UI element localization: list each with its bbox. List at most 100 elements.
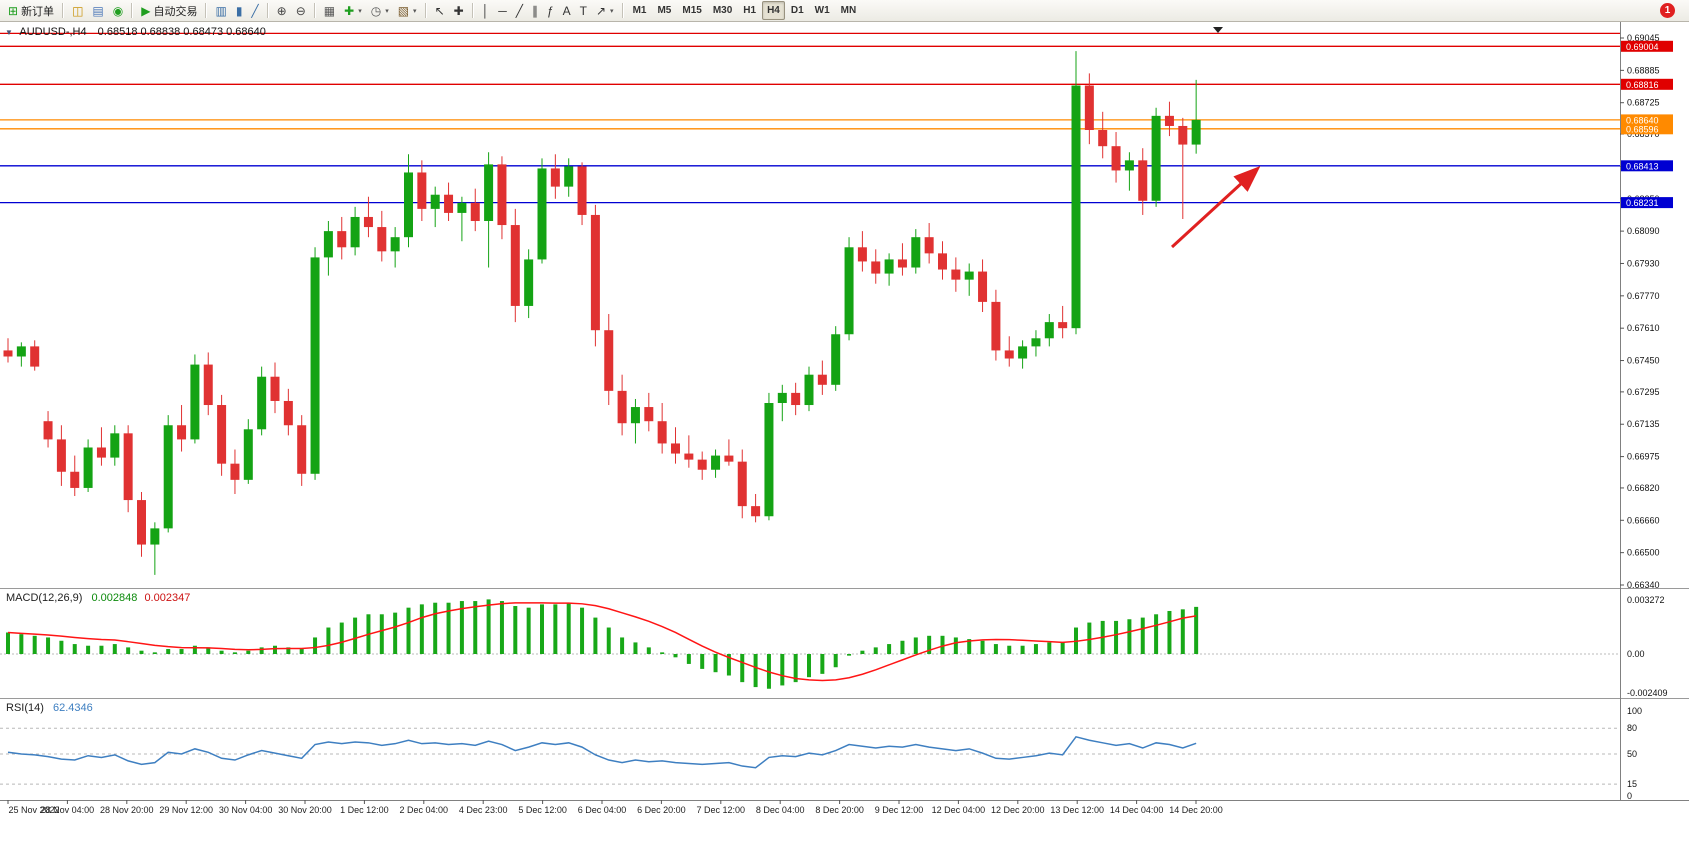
price-tick-label: 0.66975 — [1627, 452, 1660, 462]
timeframe-m1-button[interactable]: M1 — [628, 1, 652, 20]
chart-window: 0.690450.688850.687250.685700.684100.682… — [0, 22, 1689, 861]
fibonacci-icon: ƒ — [546, 3, 554, 18]
candlestick-chart-button[interactable]: ▮ — [232, 1, 247, 20]
profiles-icon: ▤ — [92, 3, 104, 18]
zoom-out-button[interactable]: ⊖ — [292, 1, 310, 20]
time-axis-label: 13 Dec 12:00 — [1050, 805, 1104, 815]
price-tick-label: 0.66660 — [1627, 515, 1660, 525]
ohlc-values: 0.68518 0.68838 0.68473 0.68640 — [97, 26, 266, 38]
candle — [831, 326, 841, 391]
new-order-button[interactable]: ⊞ 新订单 — [4, 1, 58, 20]
timeframe-m15-button[interactable]: M15 — [677, 1, 706, 20]
fibonacci-button[interactable]: ƒ — [543, 1, 558, 20]
candle — [1111, 132, 1121, 183]
timeframe-m30-button[interactable]: M30 — [708, 1, 737, 20]
dropdown-caret-icon: ▾ — [413, 7, 417, 15]
notifications-badge[interactable]: 1 — [1660, 3, 1675, 18]
time-axis-label: 6 Dec 20:00 — [637, 805, 686, 815]
rsi-axis-label: 15 — [1627, 779, 1637, 789]
candle — [137, 491, 146, 557]
time-axis-label: 2 Dec 04:00 — [400, 805, 449, 815]
candle — [1164, 101, 1174, 137]
macd-header: MACD(12,26,9) 0.002848 0.002347 — [6, 592, 190, 604]
channel-button[interactable]: ∥ — [528, 1, 542, 20]
candle — [363, 196, 373, 238]
cursor-button[interactable]: ↖ — [431, 1, 449, 20]
charts-button[interactable]: ◫ — [68, 1, 87, 20]
chart-shift-marker[interactable] — [1213, 27, 1223, 33]
price-badge: 0.68596 — [1621, 123, 1673, 135]
timeframe-h4-button[interactable]: H4 — [762, 1, 785, 20]
candle — [1191, 79, 1201, 154]
timeframe-mn-button[interactable]: MN — [836, 1, 862, 20]
timeframe-w1-button[interactable]: W1 — [810, 1, 835, 20]
candle — [737, 449, 747, 519]
candle — [70, 455, 80, 497]
candlestick-chart-icon: ▮ — [235, 3, 243, 18]
macd-axis-label: 0.003272 — [1627, 595, 1665, 605]
candle — [190, 354, 200, 444]
time-axis-label: 30 Nov 04:00 — [219, 805, 273, 815]
candle — [991, 289, 1001, 361]
candle — [3, 338, 13, 363]
vertical-line-button[interactable]: │ — [478, 1, 494, 20]
price-tick-label: 0.66340 — [1627, 580, 1660, 590]
symbol-period: AUDUSD-,H4 — [19, 26, 87, 38]
line-chart-button[interactable]: ╱ — [247, 1, 262, 20]
zoom-in-button[interactable]: ⊕ — [273, 1, 291, 20]
horizontal-line-button[interactable]: ─ — [494, 1, 511, 20]
svg-text:0.68640: 0.68640 — [1626, 115, 1659, 125]
price-tick-label: 0.68885 — [1627, 65, 1660, 75]
candle — [897, 243, 907, 276]
candle — [430, 186, 440, 228]
candle — [1178, 117, 1188, 219]
time-axis-label: 12 Dec 20:00 — [991, 805, 1045, 815]
candle — [550, 154, 560, 199]
candle — [1138, 148, 1148, 215]
candle — [804, 366, 814, 412]
label-button[interactable]: T — [576, 1, 591, 20]
arrows-button[interactable]: ↗ ▾ — [592, 1, 618, 20]
templates-button[interactable]: ▧ ▾ — [394, 1, 421, 20]
timeframe-d1-button[interactable]: D1 — [786, 1, 809, 20]
alerts-button[interactable]: ◉ — [109, 1, 127, 20]
rsi-axis-label: 100 — [1627, 706, 1642, 716]
toolbar-separator — [266, 3, 269, 18]
price-badge: 0.68640 — [1621, 114, 1673, 126]
toolbar-separator — [424, 3, 427, 18]
candle — [177, 405, 187, 452]
candle — [871, 249, 881, 284]
periods-button[interactable]: ◷ ▾ — [367, 1, 393, 20]
candle — [964, 263, 974, 296]
bar-chart-button[interactable]: ▥ — [211, 1, 230, 20]
label-icon: T — [579, 3, 587, 18]
crosshair-button[interactable]: ✚ — [450, 1, 468, 20]
quick-trade-arrow-icon[interactable]: ▼ — [5, 28, 13, 37]
candle — [297, 415, 307, 486]
candle — [1031, 330, 1041, 357]
trendline-button[interactable]: ╱ — [512, 1, 527, 20]
new-order-button-label: 新订单 — [21, 5, 55, 18]
indicators-button[interactable]: ✚ ▾ — [340, 1, 366, 20]
chart-canvas[interactable]: 0.690450.688850.687250.685700.684100.682… — [0, 22, 1689, 861]
price-tick-label: 0.67450 — [1627, 356, 1660, 366]
arrow-annotation[interactable] — [1170, 165, 1261, 249]
horizontal-line-icon: ─ — [498, 3, 507, 18]
autotrading-button[interactable]: ▶ 自动交易 — [137, 1, 201, 20]
price-tick-label: 0.66500 — [1627, 548, 1660, 558]
tile-windows-button[interactable]: ▦ — [320, 1, 339, 20]
autotrading-button-label: 自动交易 — [153, 5, 198, 18]
timeframe-m5-button[interactable]: M5 — [652, 1, 676, 20]
macd-title: MACD(12,26,9) — [6, 592, 83, 604]
profiles-button[interactable]: ▤ — [88, 1, 107, 20]
tile-windows-icon: ▦ — [323, 3, 336, 18]
price-tick-label: 0.67770 — [1627, 291, 1660, 301]
candle — [564, 158, 574, 197]
text-icon: A — [562, 3, 571, 18]
svg-text:0.69004: 0.69004 — [1626, 42, 1659, 52]
rsi-axis-label: 80 — [1627, 723, 1637, 733]
text-button[interactable]: A — [559, 1, 575, 20]
price-tick-label: 0.66820 — [1627, 483, 1660, 493]
timeframe-h1-button[interactable]: H1 — [738, 1, 761, 20]
